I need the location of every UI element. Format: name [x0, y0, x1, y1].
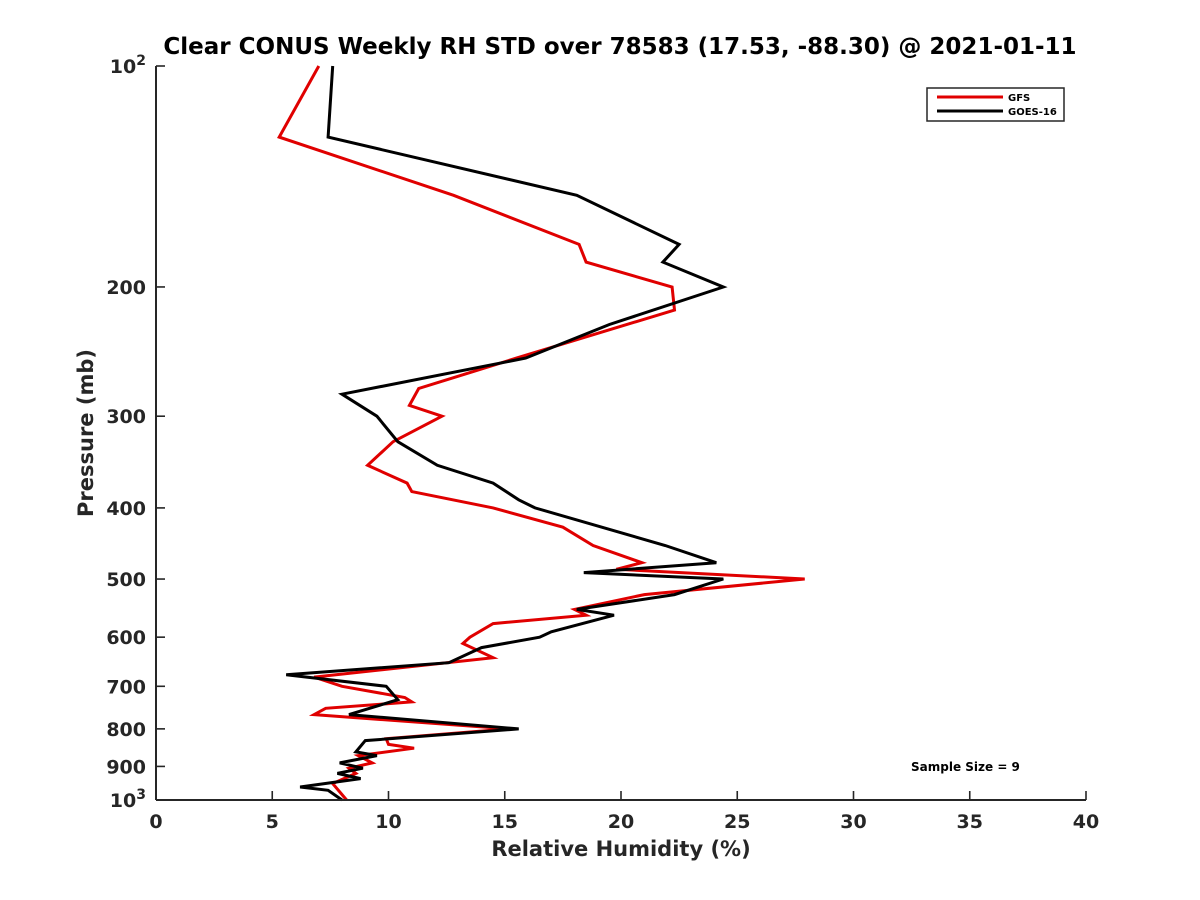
- series-line-goes-16: [286, 65, 728, 802]
- sample-size-annotation: Sample Size = 9: [911, 760, 1020, 774]
- x-tick-label: 30: [840, 811, 866, 833]
- x-tick-label: 25: [724, 811, 750, 833]
- y-tick-label: 500: [106, 569, 146, 591]
- y-tick-label-exponent: 2: [136, 53, 146, 69]
- y-tick-label-exponent: 3: [136, 787, 146, 803]
- series-line-gfs: [277, 65, 805, 801]
- y-tick-label: 200: [106, 277, 146, 299]
- y-tick-label: 600: [106, 627, 146, 649]
- y-axis-label: Pressure (mb): [74, 349, 98, 517]
- y-tick-label: 800: [106, 719, 146, 741]
- legend: GFS GOES-16: [926, 87, 1065, 122]
- series-group: [277, 65, 805, 802]
- x-tick-label: 35: [957, 811, 983, 833]
- x-tick-label: 5: [266, 811, 279, 833]
- legend-label-gfs: GFS: [1008, 93, 1030, 104]
- x-tick-label: 15: [492, 811, 518, 833]
- chart-title: Clear CONUS Weekly RH STD over 78583 (17…: [163, 34, 1076, 60]
- legend-label-goes-16: GOES-16: [1008, 107, 1057, 118]
- x-tick-label: 10: [375, 811, 401, 833]
- y-tick-label: 300: [106, 406, 146, 428]
- y-tick-label: 700: [106, 676, 146, 698]
- legend-box: [926, 87, 1065, 122]
- x-axis-ticks: 0 5 10 15 20 25 30 35 40: [149, 791, 1099, 833]
- x-tick-label: 0: [149, 811, 162, 833]
- y-tick-label: 900: [106, 756, 146, 778]
- x-axis-label: Relative Humidity (%): [491, 837, 750, 861]
- y-tick-label-base: 10: [110, 56, 136, 78]
- x-tick-label: 20: [608, 811, 634, 833]
- y-tick-label: 400: [106, 498, 146, 520]
- y-tick-label: 102: [110, 53, 146, 78]
- y-tick-label: 103: [110, 787, 146, 812]
- x-tick-label: 40: [1073, 811, 1099, 833]
- y-tick-label-base: 10: [110, 790, 136, 812]
